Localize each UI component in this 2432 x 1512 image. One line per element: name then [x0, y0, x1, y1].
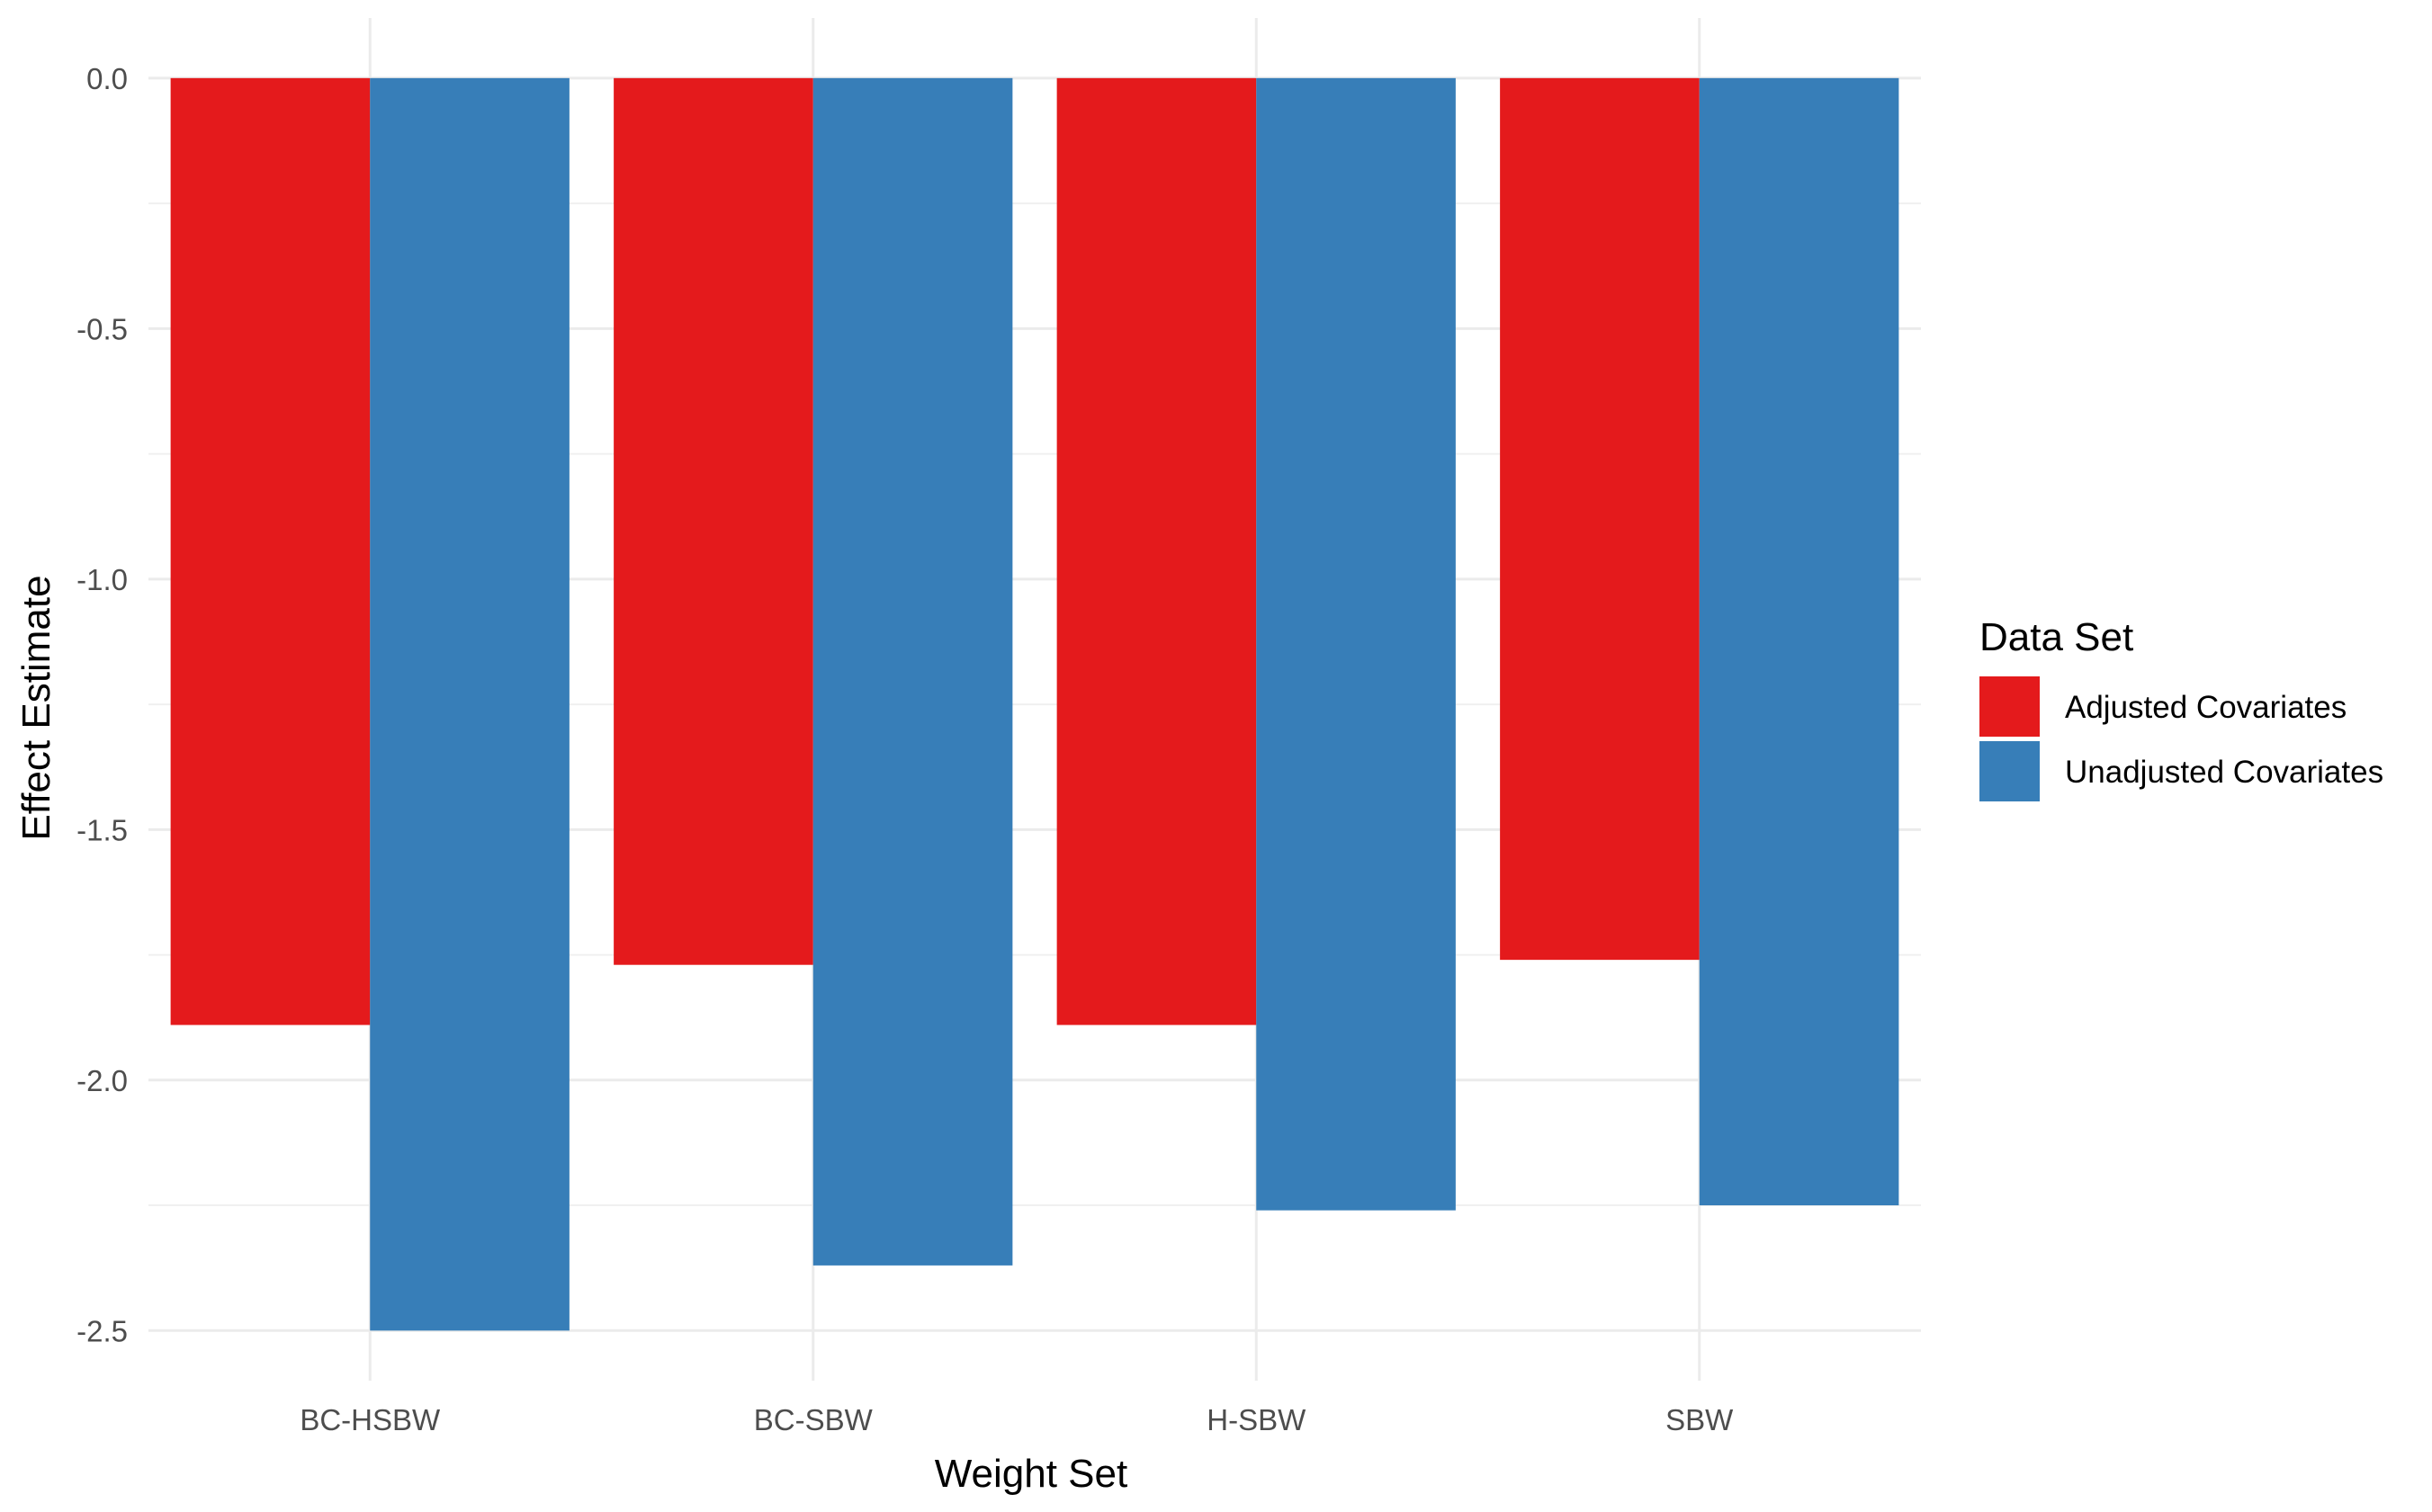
legend-swatch: [1979, 676, 2040, 737]
bar-unadjusted-sbw: [1699, 77, 1899, 1206]
x-tick-label: SBW: [1665, 1403, 1734, 1436]
x-tick-label: BC-SBW: [754, 1403, 874, 1436]
y-tick-label: -2.0: [76, 1064, 128, 1097]
bars: [170, 77, 1899, 1331]
bar-unadjusted-bc-sbw: [812, 77, 1013, 1266]
x-tick-label: BC-HSBW: [300, 1403, 441, 1436]
x-axis-title: Weight Set: [935, 1452, 1127, 1496]
bar-adjusted-sbw: [1500, 77, 1700, 961]
legend-items: Adjusted Covariates Unadjusted Covariates: [1979, 676, 2383, 801]
legend-label: Unadjusted Covariates: [2065, 755, 2383, 790]
x-tick-labels: BC-HSBW BC-SBW H-SBW SBW: [300, 1403, 1734, 1436]
y-axis-title: Effect Estimate: [14, 575, 58, 840]
legend: Data Set Adjusted Covariates Unadjusted C…: [1979, 615, 2383, 801]
legend-title: Data Set: [1979, 615, 2133, 659]
y-tick-label: 0.0: [86, 62, 128, 95]
bar-adjusted-bc-hsbw: [170, 77, 371, 1025]
y-tick-label: -1.0: [76, 563, 128, 596]
bar-adjusted-bc-sbw: [614, 77, 813, 965]
legend-label: Adjusted Covariates: [2065, 690, 2347, 725]
y-tick-labels: 0.0 -0.5 -1.0 -1.5 -2.0 -2.5: [76, 62, 128, 1347]
x-tick-label: H-SBW: [1207, 1403, 1306, 1436]
y-tick-label: -0.5: [76, 312, 128, 345]
bar-adjusted-h-sbw: [1056, 77, 1257, 1025]
legend-swatch: [1979, 741, 2040, 801]
bar-unadjusted-bc-hsbw: [370, 77, 570, 1331]
y-tick-label: -1.5: [76, 813, 128, 846]
y-tick-label: -2.5: [76, 1314, 128, 1347]
bar-unadjusted-h-sbw: [1256, 77, 1456, 1211]
